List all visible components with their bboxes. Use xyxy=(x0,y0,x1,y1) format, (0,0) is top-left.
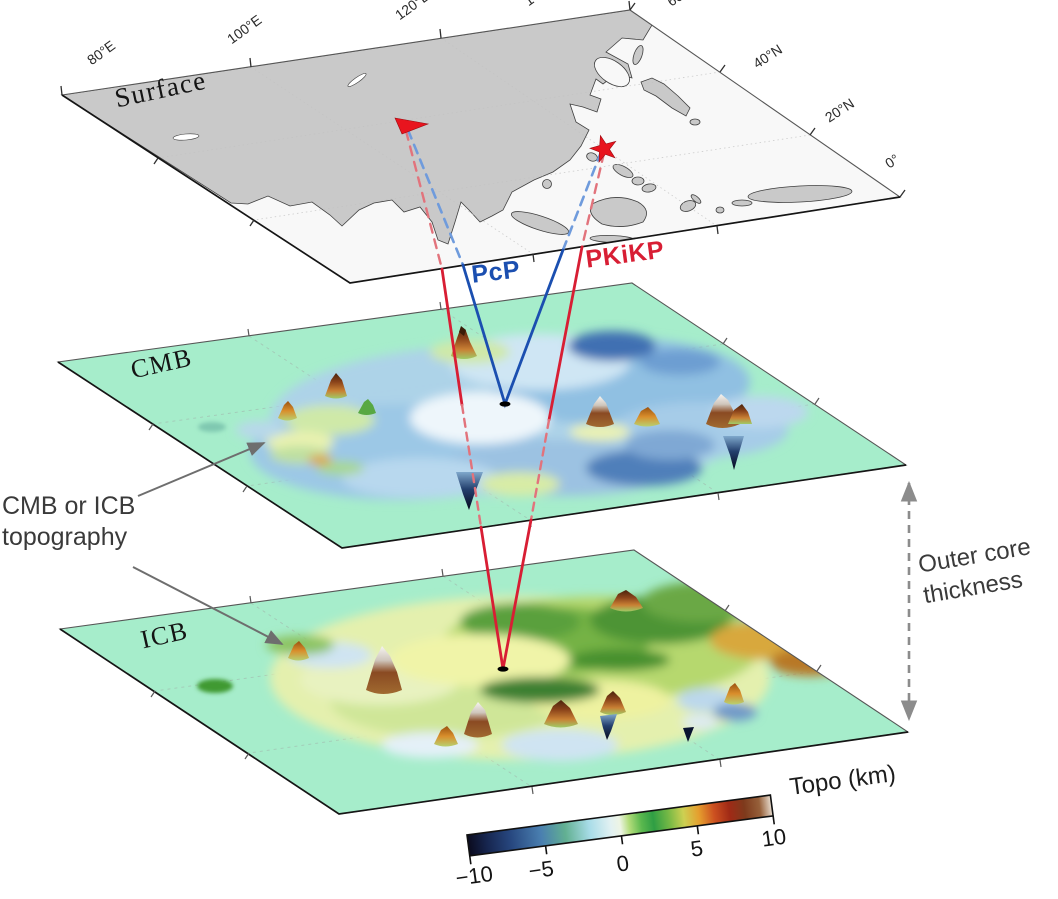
markers xyxy=(394,117,617,163)
icb-reflection-point xyxy=(497,666,509,672)
japan-islands xyxy=(640,77,691,117)
icb-peaks xyxy=(288,590,744,747)
new-guinea-island xyxy=(747,185,853,203)
sulawesi-arm xyxy=(690,194,702,204)
cmb-plane xyxy=(56,282,908,549)
icb-plane xyxy=(58,549,910,815)
icb-front-edges xyxy=(59,628,909,815)
borneo-island xyxy=(589,197,647,227)
topography-annotation-line1: CMB or ICB xyxy=(2,492,136,520)
luzon-island xyxy=(612,164,634,178)
topography-arrow-to-icb xyxy=(132,566,284,645)
land-masses xyxy=(62,10,853,245)
colorbar-tick-neg10: −10 xyxy=(454,860,495,891)
sakhalin-island xyxy=(632,45,644,65)
cmb-topography xyxy=(198,326,808,510)
icb-edge-ticks xyxy=(150,568,822,795)
sea-of-japan xyxy=(594,57,630,87)
timor-island xyxy=(691,233,709,239)
cmb-edge-ticks xyxy=(148,301,820,528)
map-front-edges xyxy=(61,94,901,284)
topography-annotation: CMB or ICB topography xyxy=(2,491,135,553)
colorbar-gradient xyxy=(466,794,775,857)
sulawesi-island xyxy=(679,200,697,212)
epicenter-star-icon xyxy=(589,134,617,163)
cmb-small-blob xyxy=(198,422,226,432)
visayas-islands xyxy=(631,176,645,186)
map-graticule xyxy=(157,37,811,255)
halmahera-island xyxy=(715,206,725,214)
colorbar-tick-10: 10 xyxy=(760,823,788,852)
icb-small-blob xyxy=(197,679,233,693)
topography-arrow-to-cmb xyxy=(137,442,266,497)
pcp-phase-label: PcP xyxy=(470,255,522,289)
hainan-island xyxy=(542,179,552,189)
kyushu-island xyxy=(689,118,701,126)
map-edge-ticks xyxy=(60,0,906,263)
cmb-peaks xyxy=(278,326,752,510)
icb-topography xyxy=(197,582,850,761)
colorbar-ticks xyxy=(468,815,776,865)
lake-baikal xyxy=(347,73,367,87)
surface-map-plane xyxy=(60,0,906,284)
cmb-reflection-point xyxy=(499,401,511,407)
station-triangle-icon xyxy=(394,117,430,135)
mindanao-island xyxy=(641,183,657,193)
lake-balkhash xyxy=(172,133,200,141)
pkikp-ray xyxy=(404,129,606,671)
seram-island xyxy=(731,199,753,207)
colorbar-tick-neg5: −5 xyxy=(527,855,556,884)
topography-annotation-line2: topography xyxy=(2,523,128,551)
ray-paths xyxy=(404,128,606,672)
annotation-arrows xyxy=(132,442,918,722)
colorbar xyxy=(466,794,776,865)
